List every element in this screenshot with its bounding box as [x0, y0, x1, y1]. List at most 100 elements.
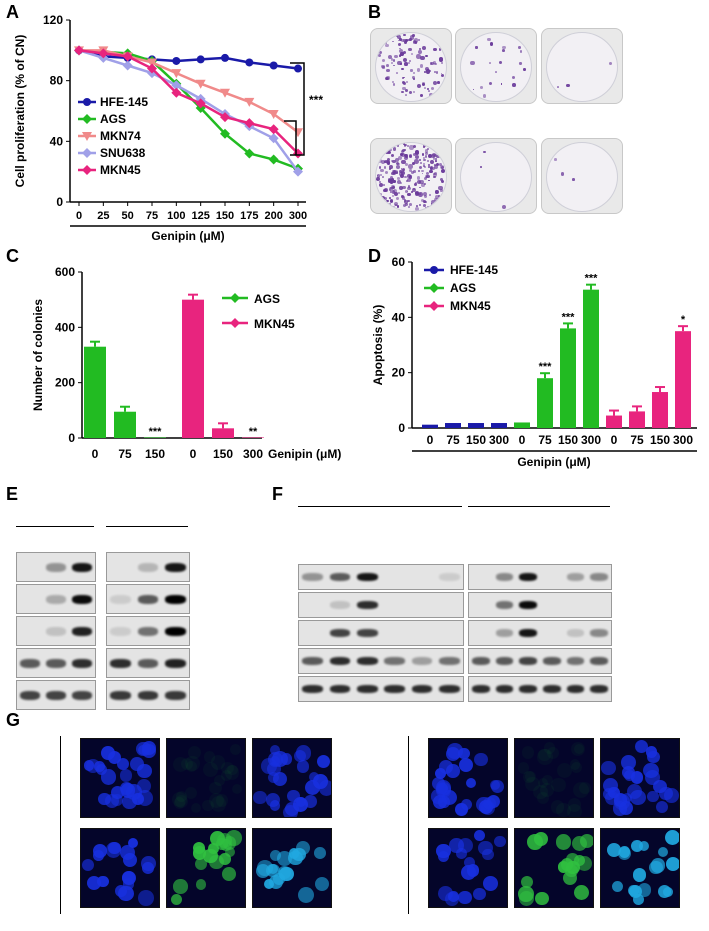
nucleus — [566, 803, 582, 817]
significance-mark: *** — [562, 311, 576, 323]
colony — [441, 159, 444, 162]
colony — [403, 155, 408, 160]
band — [137, 690, 159, 700]
colony — [521, 96, 527, 101]
band — [72, 562, 92, 572]
colony — [377, 36, 381, 40]
colony — [436, 81, 440, 84]
band — [46, 690, 66, 700]
legend-label: MKN45 — [100, 163, 141, 177]
data-point — [172, 56, 181, 65]
nucleus — [225, 765, 240, 780]
colony — [488, 81, 492, 85]
nucleus — [458, 747, 470, 760]
category-label: 75 — [538, 433, 552, 447]
colony — [502, 49, 506, 52]
nucleus — [220, 770, 232, 782]
y-tick-label: 0 — [56, 195, 63, 209]
colony — [403, 199, 408, 204]
colony — [429, 62, 433, 65]
colony — [384, 159, 388, 164]
band — [384, 685, 406, 694]
colony — [441, 33, 445, 37]
colony — [397, 39, 400, 42]
nucleus — [459, 757, 474, 772]
colony — [419, 186, 421, 189]
colony — [379, 173, 382, 176]
colony — [441, 61, 444, 64]
bar — [560, 328, 576, 428]
colony — [399, 152, 403, 156]
bar — [242, 437, 264, 438]
nucleus — [195, 858, 208, 871]
micrograph — [252, 828, 332, 908]
significance-bracket — [290, 62, 305, 156]
micrograph — [80, 828, 160, 908]
colony — [494, 71, 497, 74]
category-label: 0 — [427, 433, 434, 447]
legend-marker — [82, 132, 92, 141]
colony — [429, 170, 433, 174]
series-line — [78, 49, 300, 173]
group-underline — [16, 526, 94, 527]
nucleus — [190, 802, 202, 814]
colony — [380, 168, 384, 173]
colony — [437, 147, 443, 152]
micrograph — [166, 738, 246, 818]
colony — [401, 167, 406, 171]
band — [164, 658, 186, 668]
colony — [424, 144, 428, 147]
nucleus — [278, 866, 291, 879]
colony — [402, 203, 407, 208]
x-axis-label: Genipin (μM) — [151, 229, 224, 243]
nucleus — [602, 787, 615, 800]
colony — [427, 159, 430, 162]
colony — [489, 62, 491, 64]
colony — [403, 51, 407, 55]
blot-strip — [16, 584, 96, 614]
nucleus — [438, 850, 450, 862]
colony — [405, 81, 408, 84]
band — [438, 657, 460, 666]
colony — [408, 62, 410, 64]
colony — [400, 67, 404, 71]
colony — [394, 33, 398, 36]
colony — [392, 58, 396, 62]
colony — [422, 199, 426, 203]
category-label: 75 — [446, 433, 460, 447]
legend-label: MKN45 — [254, 317, 295, 331]
significance-bracket-inner — [284, 120, 297, 155]
nucleus — [210, 755, 225, 770]
colony — [437, 206, 442, 211]
series-line — [79, 49, 299, 134]
nucleus — [294, 749, 307, 762]
band — [495, 573, 514, 582]
colony — [385, 76, 389, 80]
data-point — [269, 61, 278, 70]
blot-strip — [468, 592, 612, 618]
nucleus — [664, 787, 679, 803]
micrograph — [166, 828, 246, 908]
colony — [403, 76, 405, 79]
panel-label-b: B — [368, 2, 381, 22]
nucleus — [116, 757, 130, 770]
nucleus — [562, 870, 578, 886]
colony — [435, 190, 439, 194]
colony — [439, 177, 444, 182]
colony — [438, 163, 442, 167]
x-tick-label: 300 — [289, 210, 307, 222]
colony — [424, 149, 428, 153]
nucleus — [456, 847, 468, 859]
nucleus — [611, 881, 624, 893]
nucleus — [521, 746, 535, 759]
colony — [415, 206, 419, 211]
blot-strip — [106, 584, 190, 614]
colony — [403, 153, 407, 157]
nucleus — [435, 782, 451, 798]
colony — [434, 172, 438, 176]
nucleus — [184, 787, 197, 800]
nucleus — [517, 762, 530, 775]
colony — [396, 176, 400, 180]
data-point — [147, 58, 157, 68]
colony — [430, 160, 435, 165]
